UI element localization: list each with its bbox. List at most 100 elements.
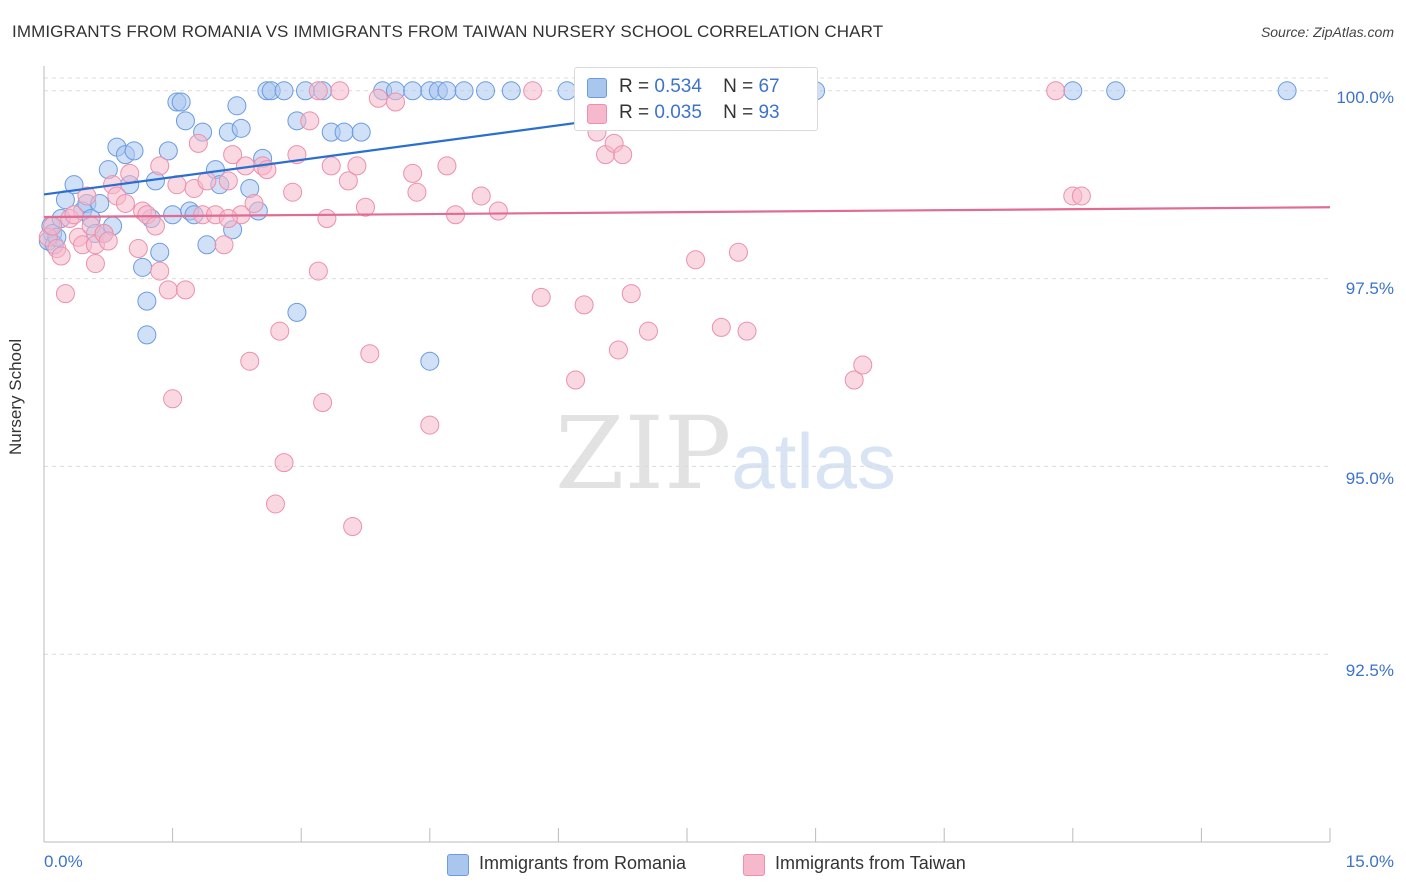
romania-point (171, 92, 191, 112)
taiwan-point (317, 208, 337, 228)
romania-point (476, 81, 496, 101)
taiwan-trend-line (43, 206, 1331, 219)
taiwan-point (531, 287, 551, 307)
n-value: 93 (758, 102, 780, 123)
taiwan-point (120, 163, 140, 183)
romania-point (150, 242, 170, 262)
taiwan-point (737, 321, 757, 341)
taiwan-point (853, 355, 873, 375)
n-label: N = (723, 102, 754, 123)
taiwan-point (64, 205, 84, 225)
taiwan-point (77, 186, 97, 206)
r-label: R = (619, 102, 650, 123)
romania-point (124, 141, 144, 161)
taiwan-point (218, 208, 238, 228)
taiwan-point (360, 344, 380, 364)
taiwan-point (223, 145, 243, 165)
taiwan-point (621, 284, 641, 304)
taiwan-point (686, 250, 706, 270)
taiwan-point (270, 321, 290, 341)
taiwan-point (407, 182, 427, 202)
taiwan-point (638, 321, 658, 341)
romania-point (403, 81, 423, 101)
legend-item-taiwan[interactable]: Immigrants from Taiwan (743, 853, 1003, 877)
legend-item-romania[interactable]: Immigrants from Romania (447, 853, 717, 877)
correlation-legend: R = 0.534 N = 67 R = 0.035 N = 93 (574, 67, 818, 131)
taiwan-point (356, 197, 375, 217)
taiwan-point (313, 393, 333, 413)
taiwan-point (274, 453, 294, 473)
r-value: 0.035 (654, 102, 702, 123)
r-value: 0.534 (654, 76, 702, 97)
taiwan-point (244, 193, 264, 213)
taiwan-point (338, 171, 358, 191)
taiwan-point (566, 370, 586, 390)
taiwan-point (51, 246, 71, 266)
romania-point (137, 291, 157, 311)
y-tick-label: 92.5% (1345, 661, 1394, 680)
taiwan-point (343, 516, 363, 536)
romania-point (158, 141, 178, 161)
taiwan-swatch (587, 104, 607, 124)
taiwan-point (728, 242, 748, 262)
taiwan-point (330, 81, 350, 101)
taiwan-point (613, 145, 633, 165)
taiwan-point (197, 171, 217, 191)
taiwan-point (283, 182, 303, 202)
watermark: ZIPatlas (555, 395, 896, 512)
watermark-zip: ZIP (555, 395, 732, 512)
source-label: Source: ZipAtlas.com (1260, 24, 1394, 40)
romania-point (334, 122, 354, 142)
taiwan-point (218, 171, 238, 191)
taiwan-point (420, 415, 440, 435)
taiwan-point (85, 254, 105, 274)
taiwan-point (300, 111, 320, 131)
romania-point (1106, 81, 1126, 101)
romania-point (197, 235, 217, 255)
chart-title: IMMIGRANTS FROM ROMANIA VS IMMIGRANTS FR… (12, 22, 884, 41)
taiwan-point (150, 261, 170, 281)
taiwan-point (368, 88, 388, 108)
n-value: 67 (758, 76, 780, 97)
taiwan-point (175, 280, 195, 300)
taiwan-point (265, 494, 285, 514)
romania-point (501, 81, 521, 101)
romania-point (175, 111, 195, 131)
taiwan-point (1046, 81, 1066, 101)
taiwan-point (608, 340, 628, 360)
romania-point (274, 81, 294, 101)
taiwan-point (711, 317, 731, 337)
romania-point (420, 351, 440, 371)
taiwan-point (188, 133, 208, 153)
romania-point (231, 118, 251, 138)
x-tick-label: 15.0% (1345, 852, 1394, 871)
y-axis-label: Nursery School (6, 338, 25, 455)
watermark-atlas: atlas (731, 417, 897, 505)
romania-point (287, 302, 307, 322)
taiwan-point (163, 389, 183, 409)
taiwan-point (321, 156, 341, 176)
romania-point (137, 325, 157, 345)
taiwan-point (128, 239, 148, 259)
taiwan-point (308, 81, 328, 101)
romania-point (1277, 81, 1297, 101)
taiwan-point (308, 261, 328, 281)
taiwan-point (844, 370, 864, 390)
y-tick-label: 97.5% (1345, 279, 1394, 298)
taiwan-point (158, 280, 178, 300)
romania-point (437, 81, 457, 101)
taiwan-point (403, 163, 423, 183)
taiwan-point (386, 92, 406, 112)
romania-point (1063, 81, 1083, 101)
y-tick-label: 100.0% (1336, 88, 1394, 107)
n-label: N = (723, 76, 754, 97)
taiwan-point (43, 216, 63, 236)
romania-point (133, 257, 153, 277)
romania-swatch (587, 78, 607, 98)
legend-label: Immigrants from Romania (479, 853, 687, 873)
taiwan-point (523, 81, 543, 101)
legend-label: Immigrants from Taiwan (775, 853, 966, 873)
taiwan-legend-swatch (743, 854, 765, 876)
taiwan-point (574, 295, 594, 315)
